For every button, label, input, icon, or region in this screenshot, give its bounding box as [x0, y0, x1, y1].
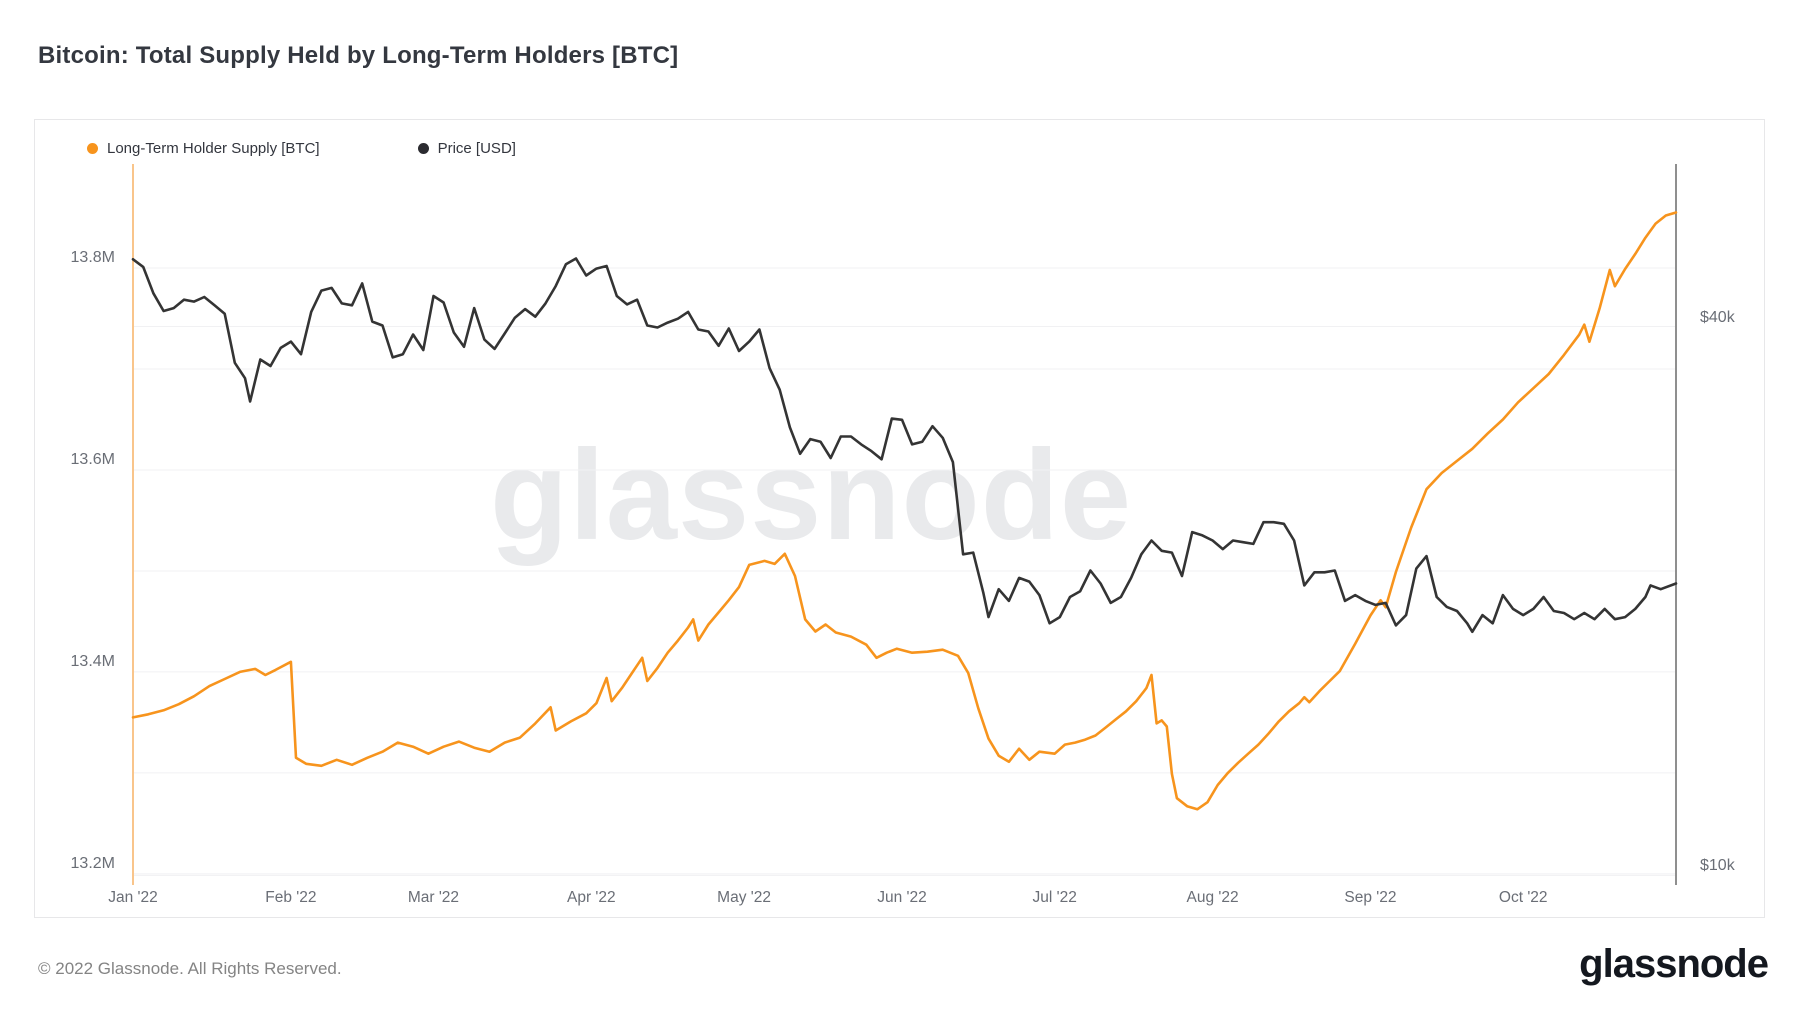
legend-label-supply: Long-Term Holder Supply [BTC] — [107, 140, 320, 157]
y-left-tick-13.8M: 13.8M — [70, 249, 115, 266]
x-tick-May '22: May '22 — [717, 889, 771, 906]
x-tick-Jun '22: Jun '22 — [877, 889, 927, 906]
x-tick-Mar '22: Mar '22 — [407, 889, 460, 906]
x-tick-Jul '22: Jul '22 — [1032, 889, 1077, 906]
x-tick-Oct '22: Oct '22 — [1498, 889, 1548, 906]
supply-series-dot-icon — [87, 143, 98, 154]
x-tick-Jan '22: Jan '22 — [108, 889, 158, 906]
chart-card: Long-Term Holder Supply [BTC] Price [USD… — [34, 119, 1765, 918]
y-left-tick-13.6M: 13.6M — [70, 450, 115, 468]
price-series-dot-icon — [417, 143, 429, 154]
x-tick-Feb '22: Feb '22 — [265, 889, 317, 906]
x-tick-Aug '22: Aug '22 — [1186, 889, 1239, 906]
y-right-tick-$40k: $40k — [1700, 308, 1735, 326]
series-line-price[interactable] — [131, 257, 1678, 634]
x-tick-Apr '22: Apr '22 — [566, 889, 616, 906]
page-title: Bitcoin: Total Supply Held by Long-Term … — [38, 42, 679, 69]
y-left-tick-13.2M: 13.2M — [70, 854, 115, 872]
copyright-text: © 2022 Glassnode. All Rights Reserved. — [38, 959, 342, 978]
glassnode-watermark: glassnode — [490, 424, 1133, 567]
legend-label-price: Price [USD] — [437, 140, 516, 157]
y-left-tick-13.4M: 13.4M — [70, 652, 115, 670]
x-tick-Sep '22: Sep '22 — [1344, 889, 1397, 906]
glassnode-logo: glassnode — [1579, 942, 1769, 986]
legend: Long-Term Holder Supply [BTC] Price [USD… — [87, 140, 516, 157]
legend-item-price[interactable]: Price [USD] — [417, 140, 516, 157]
series-line-supply[interactable] — [131, 211, 1678, 811]
y-right-tick-$10k: $10k — [1700, 857, 1735, 875]
legend-item-supply[interactable]: Long-Term Holder Supply [BTC] — [87, 140, 320, 157]
